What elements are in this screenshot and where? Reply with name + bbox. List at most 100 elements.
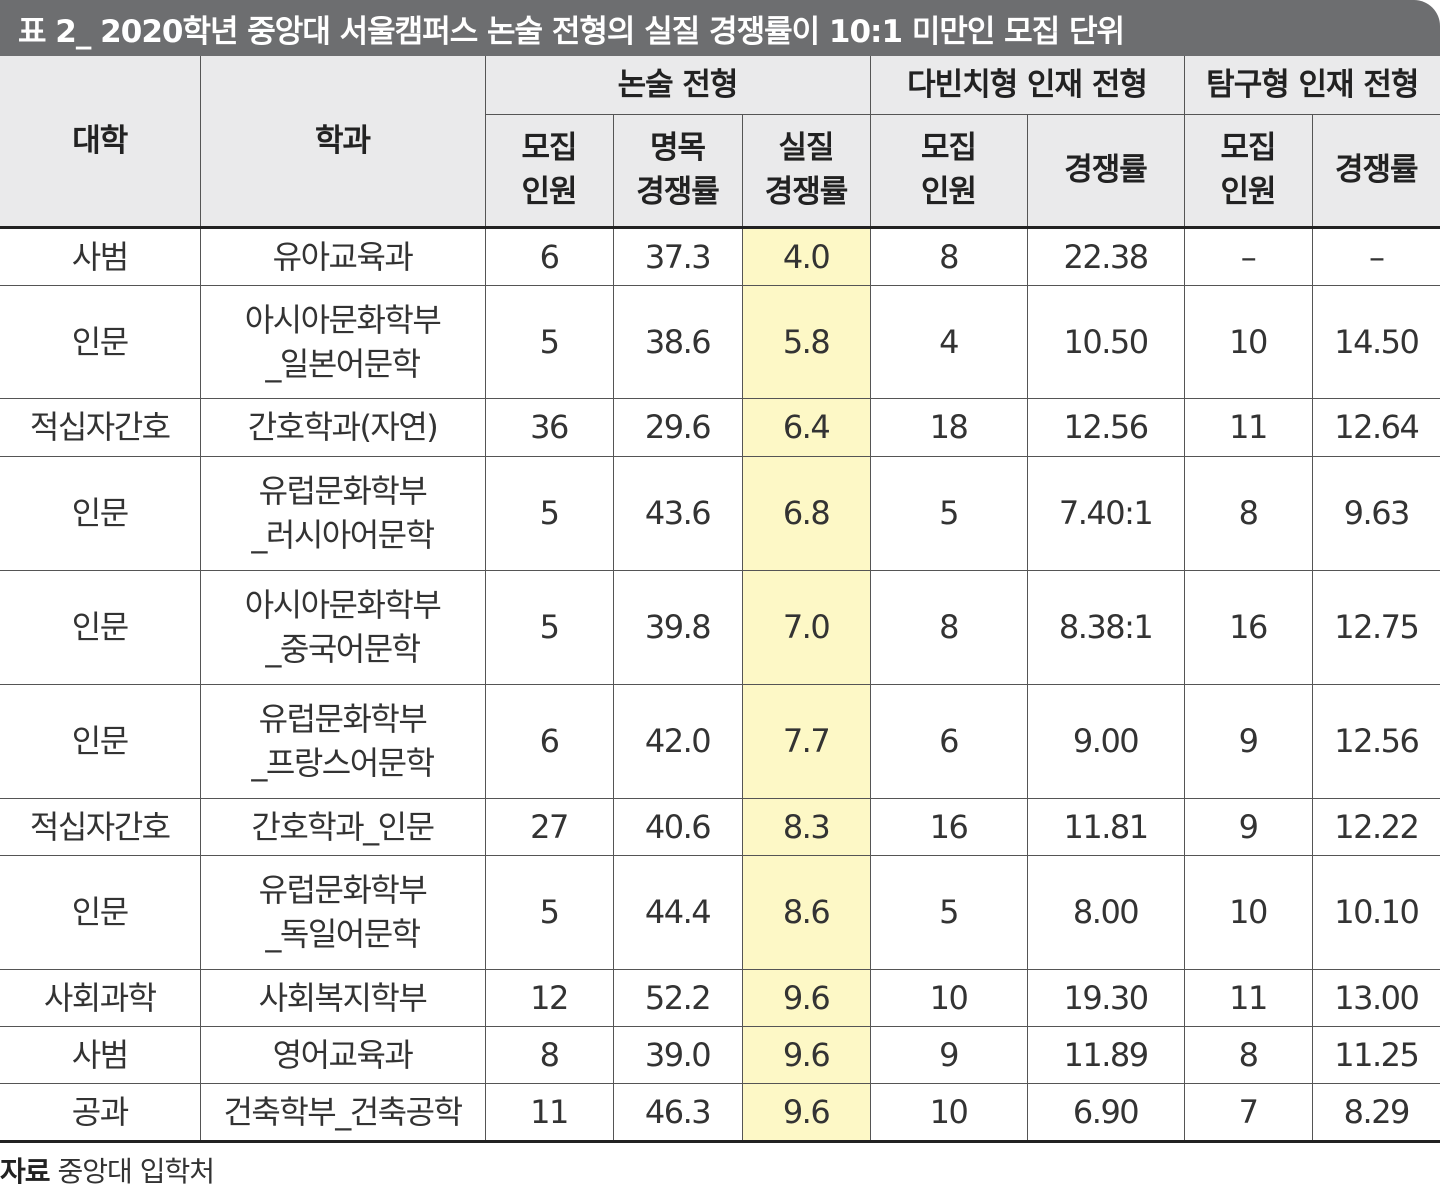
talent-rate-cell: 8.00 <box>1026 854 1185 970</box>
essay-recruit-cell: 12 <box>484 968 614 1027</box>
essay-recruit-cell: 36 <box>484 397 614 457</box>
essay-actual-cell: 6.8 <box>741 455 871 571</box>
essay-nominal-cell: 39.8 <box>612 569 743 685</box>
explore-recruit-cell: 11 <box>1183 397 1313 457</box>
essay-nominal-cell: 52.2 <box>612 968 743 1027</box>
header-talent-recruit: 모집 인원 <box>869 113 1028 229</box>
explore-recruit-cell: 8 <box>1183 455 1313 571</box>
explore-rate-cell: 10.10 <box>1311 854 1440 970</box>
header-essay-actual: 실질 경쟁률 <box>741 113 871 229</box>
explore-recruit-cell: 11 <box>1183 968 1313 1027</box>
talent-rate-cell: 10.50 <box>1026 284 1185 399</box>
department-cell: 유럽문화학부 _러시아어문학 <box>199 455 486 571</box>
essay-recruit-cell: 11 <box>484 1082 614 1143</box>
header-department: 학과 <box>199 56 486 229</box>
essay-actual-cell: 9.6 <box>741 968 871 1027</box>
header-essay-recruit: 모집 인원 <box>485 113 614 229</box>
essay-actual-cell: 5.8 <box>741 284 871 399</box>
explore-rate-cell: 11.25 <box>1311 1025 1440 1084</box>
talent-rate-cell: 9.00 <box>1026 683 1185 799</box>
talent-rate-cell: 7.40:1 <box>1026 455 1185 571</box>
college-cell: 공과 <box>0 1082 201 1143</box>
department-cell: 유아교육과 <box>199 226 486 286</box>
essay-nominal-cell: 37.3 <box>612 226 743 286</box>
header-explore-rate: 경쟁률 <box>1311 113 1440 229</box>
source-label: 자료 <box>0 1155 51 1188</box>
table-row: 인문 아시아문화학부 _일본어문학 5 38.6 5.8 4 10.50 10 1… <box>0 284 1440 399</box>
talent-rate-cell: 22.38 <box>1026 226 1185 286</box>
talent-recruit-cell: 5 <box>869 854 1028 970</box>
essay-nominal-cell: 42.0 <box>612 683 743 799</box>
table-row: 인문 유럽문화학부 _독일어문학 5 44.4 8.6 5 8.00 10 10.… <box>0 854 1440 970</box>
talent-recruit-cell: 8 <box>869 226 1028 286</box>
college-cell: 인문 <box>0 455 201 571</box>
explore-rate-cell: 14.50 <box>1311 284 1440 399</box>
essay-actual-cell: 7.0 <box>741 569 871 685</box>
essay-nominal-cell: 39.0 <box>612 1025 743 1084</box>
header-explore-recruit: 모집 인원 <box>1183 113 1313 229</box>
explore-recruit-cell: 9 <box>1183 683 1313 799</box>
explore-rate-cell: 12.22 <box>1311 797 1440 856</box>
explore-recruit-cell: – <box>1183 226 1313 286</box>
header-essay-nominal: 명목 경쟁률 <box>612 113 743 229</box>
essay-recruit-cell: 6 <box>484 226 614 286</box>
table-row: 인문 유럽문화학부 _프랑스어문학 6 42.0 7.7 6 9.00 9 12.… <box>0 683 1440 799</box>
talent-recruit-cell: 4 <box>869 284 1028 399</box>
talent-rate-cell: 12.56 <box>1026 397 1185 457</box>
essay-actual-cell: 9.6 <box>741 1025 871 1084</box>
essay-actual-cell: 9.6 <box>741 1082 871 1143</box>
explore-rate-cell: 9.63 <box>1311 455 1440 571</box>
talent-rate-cell: 11.89 <box>1026 1025 1185 1084</box>
college-cell: 사범 <box>0 226 201 286</box>
essay-nominal-cell: 29.6 <box>612 397 743 457</box>
talent-recruit-cell: 16 <box>869 797 1028 856</box>
department-cell: 아시아문화학부 _일본어문학 <box>199 284 486 399</box>
essay-actual-cell: 4.0 <box>741 226 871 286</box>
explore-recruit-cell: 8 <box>1183 1025 1313 1084</box>
talent-recruit-cell: 8 <box>869 569 1028 685</box>
essay-nominal-cell: 43.6 <box>612 455 743 571</box>
department-cell: 아시아문화학부 _중국어문학 <box>199 569 486 685</box>
table-row: 인문 유럽문화학부 _러시아어문학 5 43.6 6.8 5 7.40:1 8 9… <box>0 455 1440 571</box>
essay-nominal-cell: 46.3 <box>612 1082 743 1143</box>
department-cell: 사회복지학부 <box>199 968 486 1027</box>
college-cell: 인문 <box>0 569 201 685</box>
talent-rate-cell: 8.38:1 <box>1026 569 1185 685</box>
college-cell: 인문 <box>0 683 201 799</box>
header-talent-rate: 경쟁률 <box>1026 113 1185 229</box>
essay-recruit-cell: 5 <box>484 284 614 399</box>
table-row: 적십자간호 간호학과(자연) 36 29.6 6.4 18 12.56 11 1… <box>0 397 1440 457</box>
explore-recruit-cell: 10 <box>1183 854 1313 970</box>
essay-actual-cell: 8.6 <box>741 854 871 970</box>
college-cell: 인문 <box>0 854 201 970</box>
essay-recruit-cell: 5 <box>484 569 614 685</box>
talent-rate-cell: 19.30 <box>1026 968 1185 1027</box>
essay-actual-cell: 6.4 <box>741 397 871 457</box>
college-cell: 적십자간호 <box>0 397 201 457</box>
table-row: 인문 아시아문화학부 _중국어문학 5 39.8 7.0 8 8.38:1 16 … <box>0 569 1440 685</box>
department-cell: 간호학과_인문 <box>199 797 486 856</box>
header-explore-group: 탐구형 인재 전형 <box>1183 56 1440 115</box>
talent-recruit-cell: 9 <box>869 1025 1028 1084</box>
department-cell: 건축학부_건축공학 <box>199 1082 486 1143</box>
explore-recruit-cell: 10 <box>1183 284 1313 399</box>
essay-recruit-cell: 27 <box>484 797 614 856</box>
explore-rate-cell: 8.29 <box>1311 1082 1440 1143</box>
explore-recruit-cell: 9 <box>1183 797 1313 856</box>
essay-recruit-cell: 5 <box>484 854 614 970</box>
explore-recruit-cell: 7 <box>1183 1082 1313 1143</box>
department-cell: 영어교육과 <box>199 1025 486 1084</box>
talent-recruit-cell: 10 <box>869 968 1028 1027</box>
essay-nominal-cell: 38.6 <box>612 284 743 399</box>
explore-rate-cell: – <box>1311 226 1440 286</box>
essay-nominal-cell: 44.4 <box>612 854 743 970</box>
department-cell: 간호학과(자연) <box>199 397 486 457</box>
header-essay-group: 논술 전형 <box>484 56 871 115</box>
table-row: 사범 유아교육과 6 37.3 4.0 8 22.38 – – <box>0 226 1440 286</box>
essay-actual-cell: 7.7 <box>741 683 871 799</box>
essay-recruit-cell: 5 <box>484 455 614 571</box>
college-cell: 인문 <box>0 284 201 399</box>
explore-recruit-cell: 16 <box>1183 569 1313 685</box>
talent-recruit-cell: 6 <box>869 683 1028 799</box>
table-title: 표 2_ 2020학년 중앙대 서울캠퍼스 논술 전형의 실질 경쟁률이 10:… <box>0 0 1440 56</box>
